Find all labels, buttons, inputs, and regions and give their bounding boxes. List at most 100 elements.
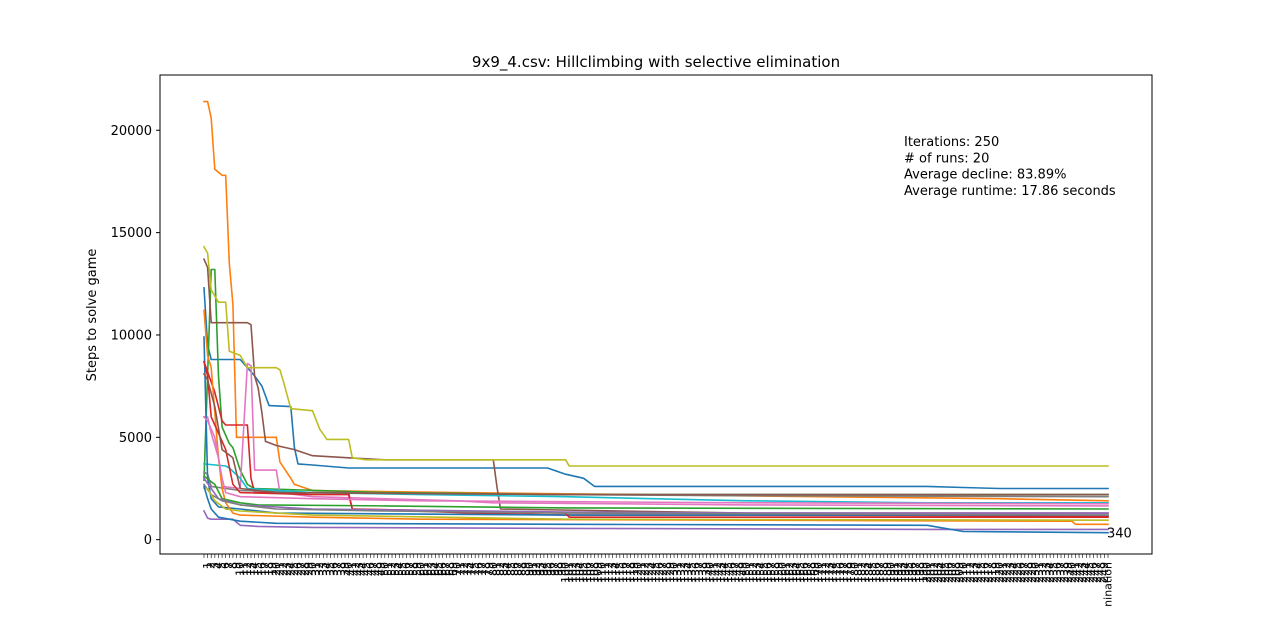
y-axis-label: Steps to solve game <box>85 249 100 382</box>
x-tick-label: 181 <box>852 562 865 583</box>
x-tick-label: 69 <box>447 562 460 576</box>
x-tick-label: 14 <box>248 562 261 576</box>
x-tick-label: 240 <box>1065 562 1078 583</box>
x-tick-label: 27 <box>295 562 308 576</box>
y-tick-label: 5000 <box>119 431 152 446</box>
x-tick-label: 87 <box>512 562 525 576</box>
series-line-19 <box>203 487 1109 522</box>
x-tick-label: 245 <box>1083 562 1096 583</box>
x-tick-label: 204 <box>935 562 948 583</box>
x-tick-label: 172 <box>820 562 833 583</box>
x-tick-label: 12 <box>241 562 254 576</box>
x-tick-label: 185 <box>867 562 880 583</box>
x-tick-label: 73 <box>462 562 475 576</box>
x-tick-label: 76 <box>472 562 485 576</box>
x-tick-label: 168 <box>805 562 818 583</box>
x-tick-label: 7 <box>223 562 236 569</box>
x-tick-label: 44 <box>357 562 370 576</box>
x-tick-label: 132 <box>675 562 688 583</box>
x-tick-label: 85 <box>505 562 518 576</box>
x-tick-label: 175 <box>830 562 843 583</box>
x-tick-label: 169 <box>809 562 822 583</box>
x-tick-label: 32 <box>313 562 326 576</box>
x-tick-label: 130 <box>668 562 681 583</box>
x-tick-label: 196 <box>906 562 919 583</box>
x-tick-label: 146 <box>725 562 738 583</box>
x-tick-label: 114 <box>610 562 623 583</box>
x-tick-label: 231 <box>1033 562 1046 583</box>
x-tick-label: 8 <box>226 562 239 569</box>
y-tick-label: 10000 <box>111 328 152 343</box>
x-tick-label: 230 <box>1029 562 1042 583</box>
x-tick-label: 29 <box>302 562 315 576</box>
x-tick-label: 46 <box>364 562 377 576</box>
x-tick-label: 116 <box>617 562 630 583</box>
x-tick-label: 191 <box>888 562 901 583</box>
x-tick-label: 115 <box>613 562 626 583</box>
x-tick-label: 22 <box>277 562 290 576</box>
x-tick-label: 232 <box>1036 562 1049 583</box>
annotation-line: # of runs: 20 <box>904 151 989 166</box>
x-tick-label: 198 <box>914 562 927 583</box>
x-tick-label: 174 <box>827 562 840 583</box>
series-line-18 <box>202 483 1109 516</box>
x-tick-label: 98 <box>552 562 565 576</box>
x-tick-label: 131 <box>671 562 684 583</box>
x-tick-label: 228 <box>1022 562 1035 583</box>
axes-layer: 0500010000150002000012345678910111213141… <box>111 74 1153 607</box>
x-tick-label: 233 <box>1040 562 1053 583</box>
x-tick-label: 104 <box>574 562 587 583</box>
x-tick-label: 167 <box>801 562 814 583</box>
x-tick-label: 94 <box>537 562 550 576</box>
x-tick-label: 49 <box>375 562 388 576</box>
x-tick-label: 238 <box>1058 562 1071 583</box>
x-tick-label: 156 <box>762 562 775 583</box>
series-line-1 <box>203 287 1109 490</box>
x-tick-label: 219 <box>989 562 1002 583</box>
x-tick-label: 141 <box>707 562 720 583</box>
x-tick-label: 60 <box>415 562 428 576</box>
x-tick-label: 93 <box>534 562 547 576</box>
x-tick-label: 65 <box>433 562 446 576</box>
x-tick-label: 36 <box>328 562 341 576</box>
x-tick-label: 11 <box>237 562 250 576</box>
x-tick-label: 157 <box>765 562 778 583</box>
x-tick-label: 26 <box>292 562 305 576</box>
x-tick-label: 100 <box>559 562 572 583</box>
x-tick-label: 155 <box>758 562 771 583</box>
x-tick-label: 59 <box>411 562 424 576</box>
x-tick-label: 5 <box>216 562 229 569</box>
x-tick-label: 110 <box>595 562 608 583</box>
x-tick-label: 184 <box>863 562 876 583</box>
x-tick-label: 202 <box>928 562 941 583</box>
x-tick-label: 3 <box>208 562 221 569</box>
x-tick-label: 223 <box>1004 562 1017 583</box>
x-tick-label: 153 <box>751 562 764 583</box>
x-tick-label: 84 <box>501 562 514 576</box>
series-line-3 <box>203 268 1109 496</box>
x-tick-label: 34 <box>320 562 333 576</box>
x-tick-label: 148 <box>733 562 746 583</box>
x-tick-label: 182 <box>856 562 869 583</box>
x-tick-label: 142 <box>711 562 724 583</box>
x-tick-label: 28 <box>299 562 312 576</box>
x-tick-label: 66 <box>436 562 449 576</box>
x-tick-label: 89 <box>519 562 532 576</box>
x-tick-label: 77 <box>476 562 489 576</box>
x-tick-label: 149 <box>736 562 749 583</box>
x-tick-label: 177 <box>838 562 851 583</box>
x-tick-label: 206 <box>942 562 955 583</box>
x-tick-label: 95 <box>541 562 554 576</box>
x-tick-label: 56 <box>400 562 413 576</box>
x-tick-label: 220 <box>993 562 1006 583</box>
x-tick-label: 217 <box>982 562 995 583</box>
x-tick-label: 213 <box>968 562 981 583</box>
x-tick-label: 193 <box>895 562 908 583</box>
x-tick-label: 18 <box>263 562 276 576</box>
x-tick-label: 15 <box>252 562 265 576</box>
x-tick-label: 218 <box>986 562 999 583</box>
series-line-20 <box>203 485 1109 534</box>
x-tick-label: 205 <box>939 562 952 583</box>
x-tick-label: 195 <box>903 562 916 583</box>
chart-title: 9x9_4.csv: Hillclimbing with selective e… <box>472 53 840 72</box>
